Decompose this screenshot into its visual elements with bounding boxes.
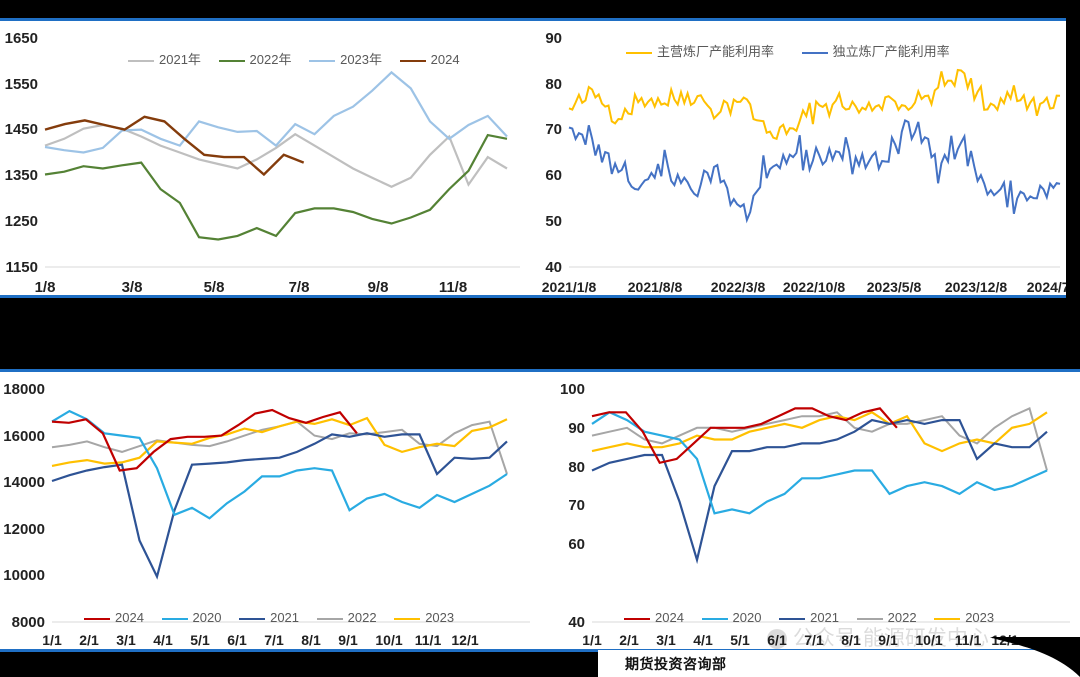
svg-text:14000: 14000: [3, 474, 45, 491]
svg-text:50: 50: [545, 213, 562, 230]
svg-text:9/1: 9/1: [338, 632, 358, 648]
svg-text:2/1: 2/1: [619, 632, 639, 648]
svg-text:2024/7/8: 2024/7/8: [1027, 279, 1066, 295]
svg-text:5/8: 5/8: [204, 279, 225, 296]
svg-text:2021/8/8: 2021/8/8: [628, 279, 683, 295]
svg-text:12/1: 12/1: [451, 632, 478, 648]
svg-text:1/8: 1/8: [35, 279, 56, 296]
svg-text:40: 40: [545, 259, 562, 276]
svg-text:10/1: 10/1: [375, 632, 402, 648]
svg-text:90: 90: [545, 30, 562, 47]
svg-text:4/1: 4/1: [153, 632, 173, 648]
svg-text:90: 90: [568, 420, 585, 437]
svg-text:18000: 18000: [3, 381, 45, 398]
svg-text:3/1: 3/1: [116, 632, 136, 648]
svg-text:2023/12/8: 2023/12/8: [945, 279, 1007, 295]
svg-text:12000: 12000: [3, 521, 45, 538]
svg-text:11/1: 11/1: [415, 632, 442, 648]
svg-text:1250: 1250: [5, 213, 38, 230]
svg-text:8/1: 8/1: [301, 632, 321, 648]
svg-text:3/8: 3/8: [122, 279, 143, 296]
svg-text:1/1: 1/1: [42, 632, 62, 648]
svg-text:3/1: 3/1: [656, 632, 676, 648]
svg-text:60: 60: [568, 536, 585, 553]
svg-text:1650: 1650: [5, 30, 38, 47]
svg-text:7/8: 7/8: [289, 279, 310, 296]
svg-text:9/8: 9/8: [368, 279, 389, 296]
svg-text:80: 80: [545, 76, 562, 93]
svg-text:7/1: 7/1: [264, 632, 284, 648]
svg-text:2021/1/8: 2021/1/8: [542, 279, 597, 295]
svg-text:80: 80: [568, 459, 585, 476]
svg-text:6/1: 6/1: [227, 632, 247, 648]
svg-text:1150: 1150: [5, 259, 38, 276]
svg-text:1550: 1550: [5, 76, 38, 93]
svg-text:2022/3/8: 2022/3/8: [711, 279, 766, 295]
svg-text:10000: 10000: [3, 567, 45, 584]
svg-text:5/1: 5/1: [190, 632, 210, 648]
svg-text:100: 100: [560, 381, 585, 398]
svg-text:70: 70: [545, 121, 562, 138]
svg-text:8000: 8000: [12, 614, 45, 631]
svg-text:2023/5/8: 2023/5/8: [867, 279, 922, 295]
svg-text:40: 40: [568, 614, 585, 631]
svg-text:1350: 1350: [5, 167, 38, 184]
svg-text:16000: 16000: [3, 428, 45, 445]
svg-text:60: 60: [545, 167, 562, 184]
svg-text:70: 70: [568, 497, 585, 514]
svg-text:1450: 1450: [5, 121, 38, 138]
svg-text:11/8: 11/8: [439, 279, 467, 296]
svg-text:2022/10/8: 2022/10/8: [783, 279, 845, 295]
svg-text:1/1: 1/1: [582, 632, 602, 648]
svg-text:2/1: 2/1: [79, 632, 99, 648]
